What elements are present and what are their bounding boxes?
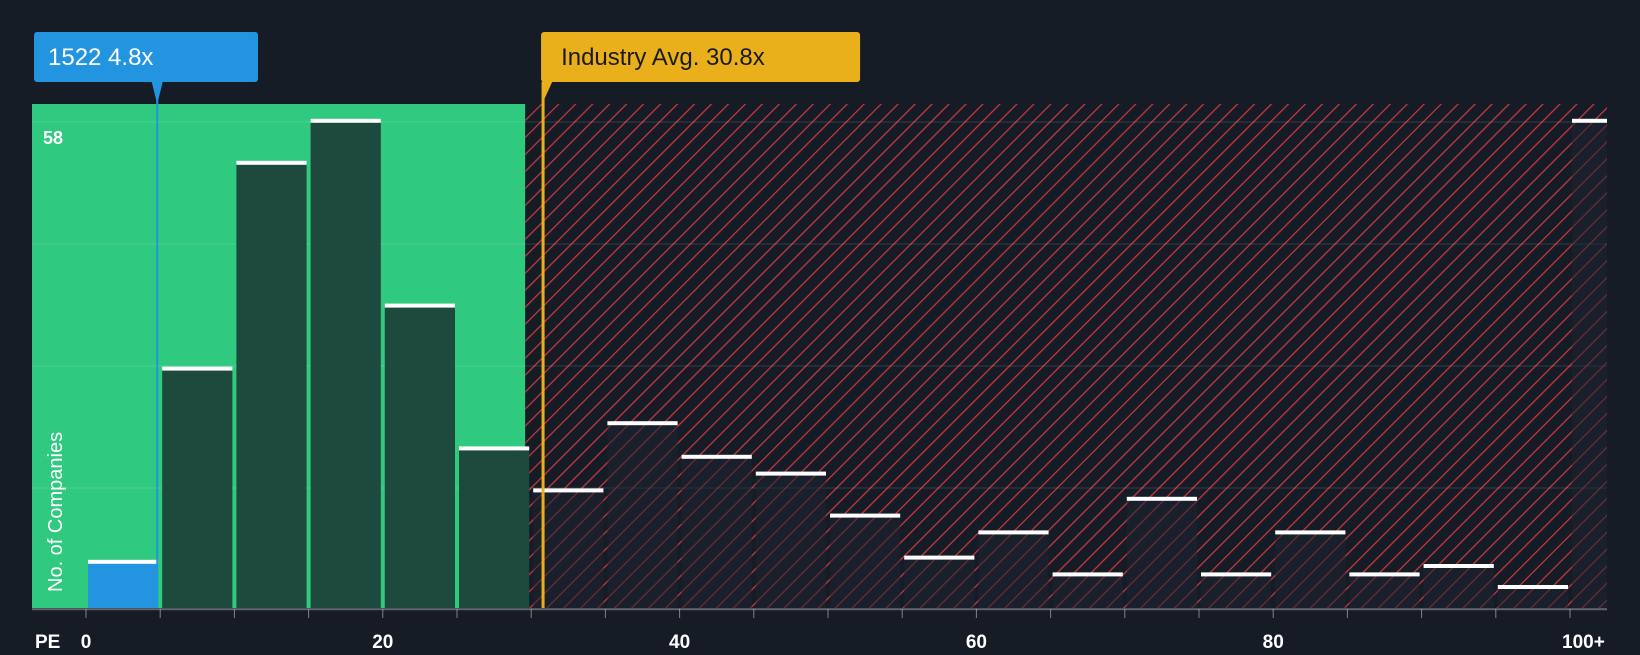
histogram-bar-cap — [904, 555, 975, 560]
histogram-bar-cap — [236, 160, 307, 165]
histogram-bar-cap — [1497, 585, 1568, 589]
histogram-bar — [88, 561, 159, 608]
histogram-bar — [533, 490, 604, 608]
histogram-bar — [830, 515, 901, 608]
histogram-bar — [1423, 566, 1494, 608]
industry-callout-text: Industry Avg. 30.8x — [561, 44, 765, 71]
industry-callout-pointer — [542, 80, 554, 104]
x-tick-label: 60 — [966, 632, 987, 650]
y-axis-max-label: 58 — [43, 128, 63, 148]
histogram-bar — [384, 305, 455, 608]
x-axis-title: PE — [35, 632, 60, 650]
histogram-bar — [904, 557, 975, 608]
histogram-bar-cap — [1052, 572, 1123, 577]
histogram-bar — [1349, 574, 1420, 608]
industry-callout-box — [541, 32, 861, 82]
histogram-bar — [1126, 498, 1197, 608]
histogram-bar-cap — [1572, 118, 1607, 123]
histogram-bar-cap — [607, 421, 678, 426]
histogram-bar-cap — [1201, 572, 1272, 577]
histogram-bar-cap — [681, 454, 752, 459]
histogram-bar-cap — [830, 513, 901, 518]
company-callout-box — [34, 32, 258, 82]
histogram-bar-cap — [1275, 530, 1346, 535]
histogram-bar-cap — [88, 559, 159, 564]
company-callout-text: 1522 4.8x — [48, 44, 153, 71]
histogram-bar — [755, 473, 826, 608]
x-tick-label: 100+ — [1562, 632, 1605, 650]
x-tick-label: 40 — [669, 632, 690, 650]
company-callout-pointer — [151, 80, 164, 104]
histogram-bar — [681, 456, 752, 608]
histogram-bar — [1201, 574, 1272, 608]
histogram-bar-cap — [533, 488, 604, 493]
histogram-bar — [1572, 120, 1607, 609]
x-tick-label: 20 — [372, 632, 393, 650]
histogram-bar-cap — [978, 530, 1049, 535]
histogram-bar — [310, 120, 381, 609]
histogram-bar — [162, 368, 233, 608]
histogram-bar — [1052, 574, 1123, 608]
histogram-bar-cap — [310, 118, 381, 123]
histogram-bar — [1497, 587, 1568, 608]
histogram-bar — [607, 423, 678, 608]
histogram-bar-cap — [1423, 564, 1494, 568]
x-tick-label: 0 — [81, 632, 92, 650]
histogram-bar — [978, 532, 1049, 608]
x-tick-label: 80 — [1263, 632, 1284, 650]
histogram-bar-cap — [162, 366, 233, 371]
histogram-bar-cap — [459, 446, 530, 451]
histogram-bar-cap — [384, 303, 455, 308]
histogram-bar-cap — [1126, 496, 1197, 501]
histogram-bar-cap — [1349, 572, 1420, 577]
histogram-bar — [1275, 532, 1346, 608]
histogram-bar-cap — [755, 471, 826, 476]
histogram-bar — [236, 162, 307, 609]
histogram-bar — [459, 448, 530, 608]
y-axis-title: No. of Companies — [45, 432, 67, 592]
